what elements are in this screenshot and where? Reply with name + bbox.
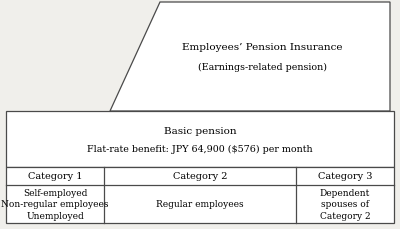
Text: Category 3: Category 3: [318, 172, 372, 181]
Text: (Earnings-related pension): (Earnings-related pension): [198, 63, 327, 72]
Text: Category 1: Category 1: [28, 172, 82, 181]
Text: Category 2: Category 2: [173, 172, 227, 181]
Text: Dependent
spouses of
Category 2: Dependent spouses of Category 2: [320, 188, 370, 220]
Text: Regular employees: Regular employees: [156, 200, 244, 209]
Text: Basic pension: Basic pension: [164, 126, 236, 135]
FancyBboxPatch shape: [6, 112, 394, 167]
Polygon shape: [110, 3, 390, 112]
Text: Employees’ Pension Insurance: Employees’ Pension Insurance: [182, 43, 343, 52]
FancyBboxPatch shape: [6, 167, 394, 223]
Text: Self-employed
Non-regular employees
Unemployed: Self-employed Non-regular employees Unem…: [1, 188, 109, 220]
Text: Flat-rate benefit: JPY 64,900 ($576) per month: Flat-rate benefit: JPY 64,900 ($576) per…: [87, 144, 313, 153]
